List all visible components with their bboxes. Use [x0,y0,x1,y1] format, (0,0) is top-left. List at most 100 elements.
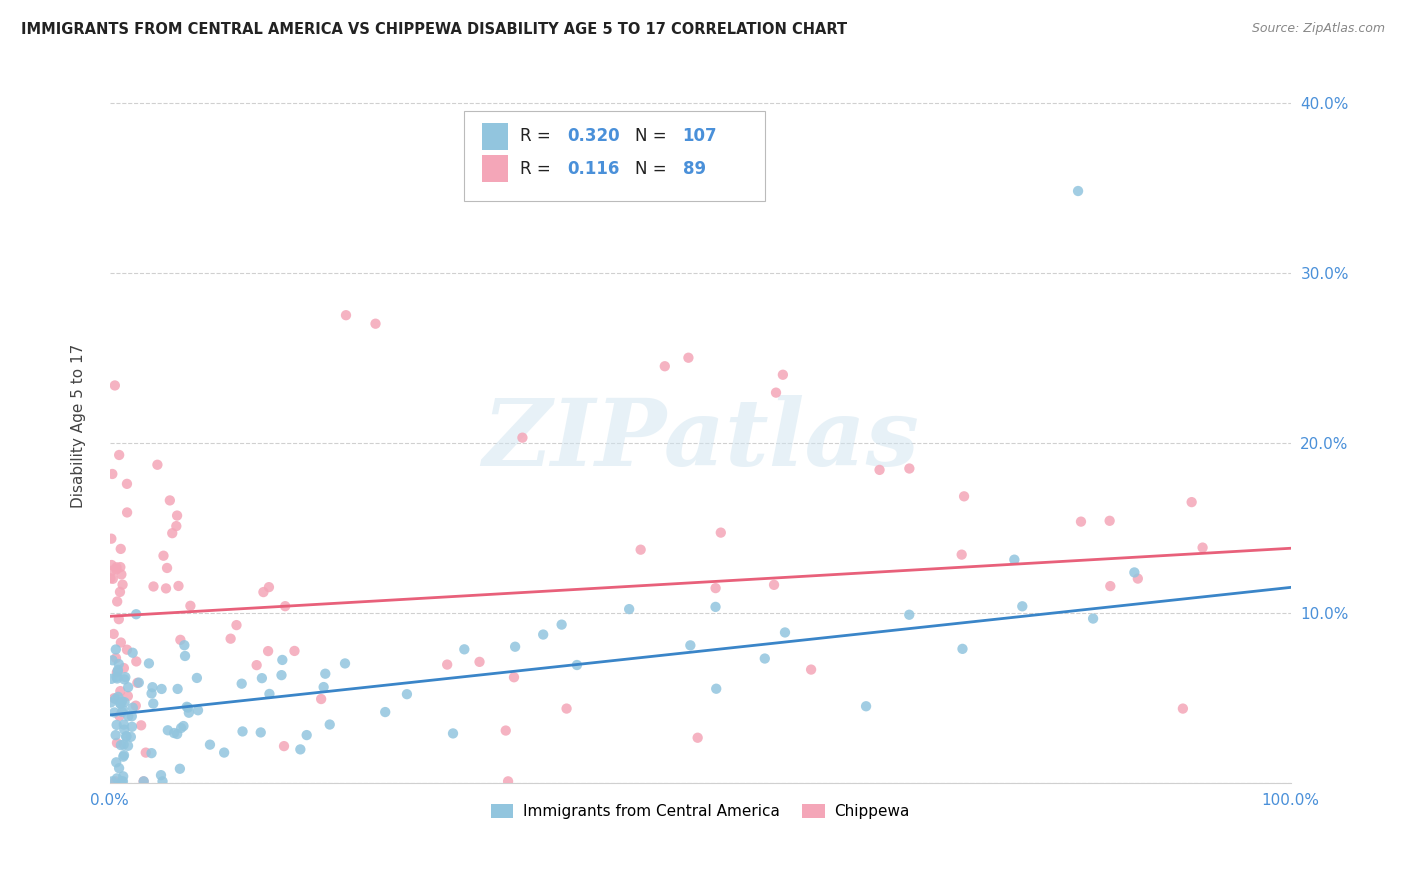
Point [141,680,163,694]
Point [800,663,823,677]
Point [117,709,139,723]
Point [531,627,554,641]
Point [166,508,188,523]
Point [152,774,174,789]
Point [174,648,197,663]
Point [156,723,179,738]
Point [1181,495,1204,509]
Point [107,657,129,671]
Point [1098,514,1121,528]
Point [259,687,281,701]
Point [679,638,702,652]
Point [335,308,357,322]
Point [112,717,135,731]
Point [290,742,312,756]
Point [101,572,124,586]
Point [146,458,169,472]
Point [112,673,135,687]
Point [219,632,242,646]
Point [1099,579,1122,593]
Point [512,431,534,445]
Point [173,638,195,652]
Text: 0.320: 0.320 [567,128,620,145]
Point [101,774,124,789]
Point [169,632,191,647]
Point [117,739,139,753]
Point [436,657,458,672]
Point [115,642,138,657]
Point [132,774,155,789]
Point [141,746,163,760]
Point [167,579,190,593]
Point [115,476,138,491]
Text: ZIPatlas: ZIPatlas [482,395,918,485]
FancyBboxPatch shape [464,112,765,201]
Point [565,658,588,673]
Point [127,676,149,690]
Point [111,694,134,708]
Point [704,681,727,696]
Point [111,774,134,789]
Point [165,519,187,533]
Point [617,602,640,616]
Point [503,640,526,654]
Point [135,746,157,760]
Point [257,580,280,594]
Point [166,681,188,696]
Point [176,699,198,714]
Point [101,467,124,481]
Point [704,581,727,595]
Point [112,723,135,737]
Point [121,700,143,714]
Point [105,670,128,684]
Point [110,697,132,711]
Point [1070,515,1092,529]
Point [103,706,125,720]
Point [105,672,128,686]
Point [120,730,142,744]
Point [309,692,332,706]
Point [274,599,297,614]
Point [110,635,132,649]
Point [150,768,173,782]
Point [115,730,138,744]
Point [468,655,491,669]
Point [111,577,134,591]
Text: 0.116: 0.116 [567,160,619,178]
Point [754,651,776,665]
Point [112,769,135,783]
Point [772,368,794,382]
Point [156,561,179,575]
Point [1011,599,1033,614]
Point [105,563,128,577]
Point [121,720,143,734]
Point [141,686,163,700]
Point [100,672,122,686]
Point [125,698,148,713]
Point [503,670,526,684]
Point [177,700,200,714]
Point [179,599,201,613]
Point [231,676,253,690]
Point [395,687,418,701]
Point [250,671,273,685]
Text: Source: ZipAtlas.com: Source: ZipAtlas.com [1251,22,1385,36]
Point [225,618,247,632]
Point [114,695,136,709]
Text: N =: N = [636,128,672,145]
Point [273,739,295,753]
Point [125,655,148,669]
Point [105,665,128,680]
Point [142,579,165,593]
Point [129,718,152,732]
Point [686,731,709,745]
Point [496,774,519,789]
Point [295,728,318,742]
Point [252,585,274,599]
Point [105,594,128,608]
Point [111,705,134,719]
Point [898,461,921,475]
Point [249,725,271,739]
FancyBboxPatch shape [482,123,508,150]
Point [162,526,184,541]
